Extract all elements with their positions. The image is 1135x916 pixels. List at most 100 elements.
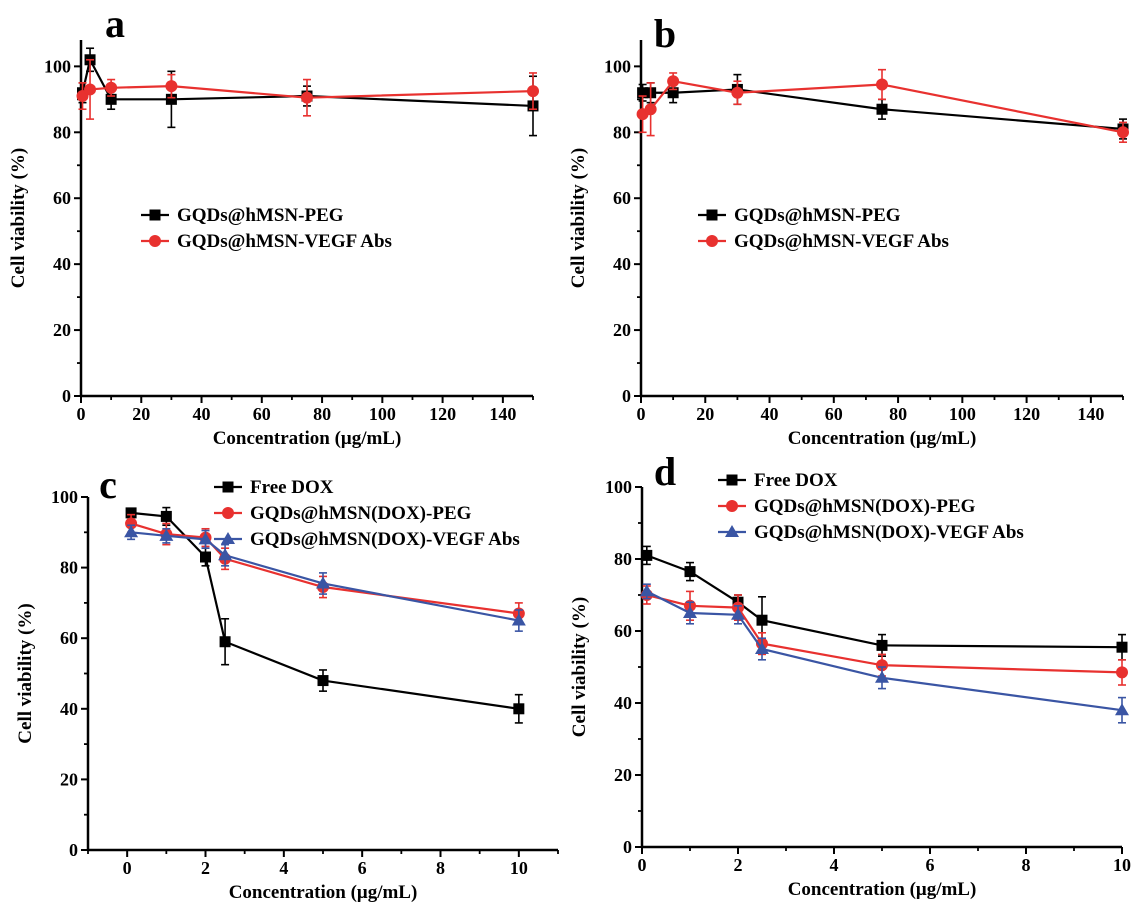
data-point xyxy=(218,548,233,561)
y-tick-label: 0 xyxy=(623,837,632,857)
y-tick-label: 100 xyxy=(604,56,631,76)
x-tick-label: 100 xyxy=(949,404,976,424)
data-point xyxy=(639,584,654,597)
data-point xyxy=(219,636,231,648)
data-point xyxy=(200,551,211,563)
series-0 xyxy=(125,506,525,724)
data-point xyxy=(1115,703,1129,716)
x-tick-label: 60 xyxy=(825,404,843,424)
legend-label: Free DOX xyxy=(250,477,334,498)
legend-entry: GQDs@hMSN(DOX)-VEGF Abs xyxy=(718,522,1024,543)
x-tick-label: 140 xyxy=(489,404,516,424)
y-tick-label: 100 xyxy=(44,56,71,76)
y-tick-label: 100 xyxy=(51,487,78,507)
y-tick-label: 60 xyxy=(53,188,71,208)
data-point xyxy=(316,576,330,589)
legend-marker xyxy=(706,235,718,247)
chart-panel-a: 0 20 40 60 80 100 120 140 0 20 40 60 80 100 Concentrat… xyxy=(8,1,539,449)
legend-label: GQDs@hMSN-VEGF Abs xyxy=(734,231,949,252)
y-tick-label: 60 xyxy=(60,628,78,648)
x-axis-title: Concentration (μg/mL) xyxy=(788,428,977,449)
legend-entry: GQDs@hMSN(DOX)-PEG xyxy=(214,503,472,524)
x-tick-label: 6 xyxy=(926,855,935,875)
x-tick-label: 4 xyxy=(830,855,839,875)
series-2 xyxy=(124,524,526,632)
x-tick-label: 8 xyxy=(1022,855,1031,875)
legend-entry: GQDs@hMSN-PEG xyxy=(141,205,344,226)
panel-label-c: c xyxy=(99,462,117,507)
panel-label-b: b xyxy=(654,11,676,56)
y-tick-label: 0 xyxy=(69,840,78,860)
x-tick-label: 20 xyxy=(132,404,150,424)
legend-marker xyxy=(726,500,738,512)
x-tick-label: 140 xyxy=(1077,404,1104,424)
legend-marker xyxy=(725,525,739,537)
y-tick-label: 60 xyxy=(614,621,632,641)
y-axis-title: Cell viability (%) xyxy=(569,597,590,737)
data-point xyxy=(755,642,769,654)
data-point xyxy=(160,510,172,522)
series-line xyxy=(130,531,520,622)
data-point xyxy=(876,78,888,91)
legend-marker xyxy=(726,474,738,486)
data-point xyxy=(165,80,178,93)
series-1 xyxy=(76,58,539,120)
data-point xyxy=(105,93,117,105)
data-point xyxy=(125,507,137,519)
x-tick-label: 80 xyxy=(889,404,907,424)
legend-marker xyxy=(221,532,235,544)
series-line xyxy=(646,593,1123,674)
y-tick-label: 80 xyxy=(614,549,632,569)
y-tick-label: 0 xyxy=(62,386,71,406)
legend-label: GQDs@hMSN(DOX)-VEGF Abs xyxy=(250,529,520,550)
y-tick-label: 40 xyxy=(53,254,71,274)
y-tick-label: 80 xyxy=(53,122,71,142)
y-tick-label: 20 xyxy=(613,320,631,340)
panel-label-d: d xyxy=(654,449,676,494)
y-axis-title: Cell viability (%) xyxy=(568,148,589,288)
x-tick-label: 8 xyxy=(436,858,445,878)
x-tick-label: 100 xyxy=(369,404,396,424)
y-tick-label: 40 xyxy=(60,699,78,719)
series-1 xyxy=(640,585,1128,686)
y-tick-label: 20 xyxy=(614,765,632,785)
data-point xyxy=(198,532,213,545)
data-point xyxy=(165,93,177,105)
data-point xyxy=(124,525,139,538)
legend-entry: GQDs@hMSN-VEGF Abs xyxy=(698,231,949,252)
legend-marker xyxy=(706,209,718,221)
data-point xyxy=(511,613,526,626)
legend-label: GQDs@hMSN-PEG xyxy=(734,205,901,226)
x-tick-label: 80 xyxy=(313,404,331,424)
panel-label-a: a xyxy=(105,1,125,46)
x-tick-label: 20 xyxy=(696,404,714,424)
data-point xyxy=(644,103,657,116)
series-2 xyxy=(639,583,1129,724)
y-tick-label: 40 xyxy=(613,254,631,274)
y-tick-label: 80 xyxy=(60,558,78,578)
x-tick-label: 6 xyxy=(358,858,367,878)
x-tick-label: 40 xyxy=(193,404,211,424)
legend-entry: GQDs@hMSN-VEGF Abs xyxy=(141,231,392,252)
y-tick-label: 60 xyxy=(613,188,631,208)
data-point xyxy=(875,670,889,683)
legend-label: GQDs@hMSN(DOX)-PEG xyxy=(754,496,976,517)
x-axis-title: Concentration (μg/mL) xyxy=(229,882,418,903)
y-axis-title: Cell viability (%) xyxy=(15,603,36,743)
data-point xyxy=(637,87,649,99)
series-line xyxy=(646,554,1123,649)
data-point xyxy=(667,87,679,99)
data-point xyxy=(513,703,525,715)
legend-entry: Free DOX xyxy=(718,470,838,491)
data-point xyxy=(301,91,313,104)
legend-entry: GQDs@hMSN(DOX)-VEGF Abs xyxy=(214,529,520,550)
data-point xyxy=(731,86,744,99)
y-tick-label: 80 xyxy=(613,122,631,142)
x-tick-label: 60 xyxy=(253,404,271,424)
y-tick-label: 20 xyxy=(60,769,78,789)
data-point xyxy=(1116,666,1128,679)
legend-label: GQDs@hMSN(DOX)-PEG xyxy=(250,503,472,524)
